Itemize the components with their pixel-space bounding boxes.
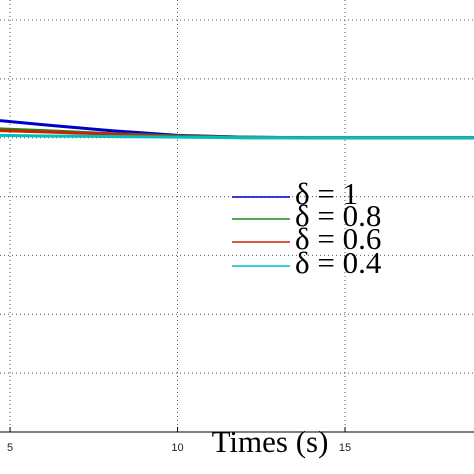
- x-tick-label: 15: [339, 442, 351, 454]
- x-axis-label: Times (s): [212, 424, 329, 459]
- legend-label: δ = 1: [295, 176, 358, 211]
- x-tick-label: 5: [7, 442, 13, 454]
- x-tick-label: 10: [171, 442, 183, 454]
- legend-label: δ = 0.6: [295, 221, 381, 256]
- series-line: [0, 133, 474, 140]
- legend-label: δ = 0.4: [295, 245, 382, 280]
- legend-label: δ = 0.8: [295, 198, 381, 233]
